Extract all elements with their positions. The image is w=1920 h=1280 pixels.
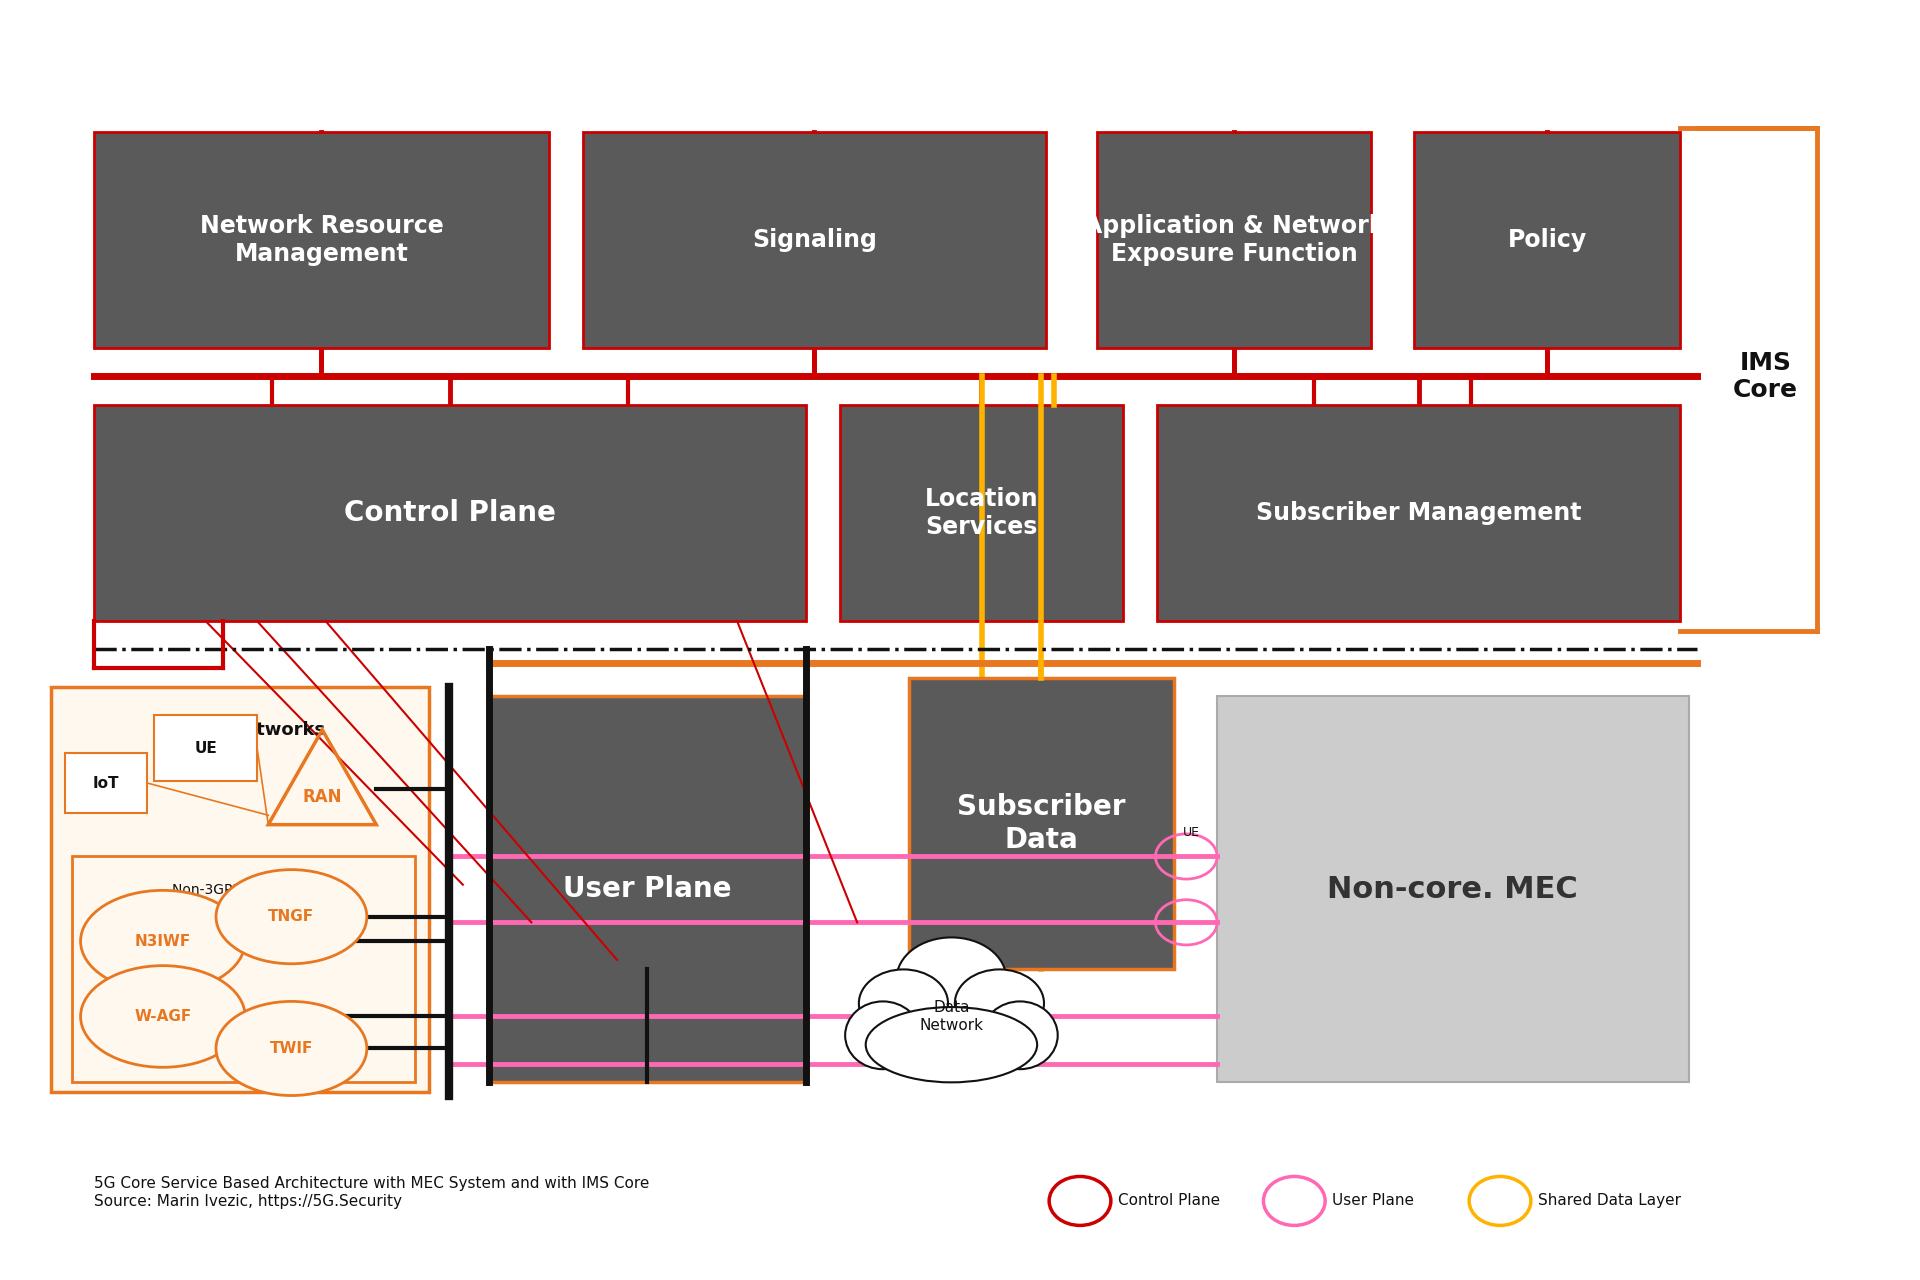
Bar xyxy=(584,132,1046,348)
Ellipse shape xyxy=(954,969,1044,1037)
Text: 5G Core Service Based Architecture with MEC System and with IMS Core
Source: Mar: 5G Core Service Based Architecture with … xyxy=(94,1176,649,1208)
Text: Control Plane: Control Plane xyxy=(344,499,557,527)
Text: N3IWF: N3IWF xyxy=(134,933,190,948)
Text: TNGF: TNGF xyxy=(269,909,315,924)
Ellipse shape xyxy=(866,1007,1037,1083)
Text: Non-core. MEC: Non-core. MEC xyxy=(1327,876,1578,904)
Text: UE: UE xyxy=(1183,826,1200,838)
Ellipse shape xyxy=(81,891,246,992)
Text: Non-3GPP Gateways: Non-3GPP Gateways xyxy=(173,883,315,897)
Ellipse shape xyxy=(845,1001,920,1069)
Ellipse shape xyxy=(897,937,1006,1020)
Text: TWIF: TWIF xyxy=(269,1041,313,1056)
Text: IoT: IoT xyxy=(92,776,119,791)
Text: Location
Services: Location Services xyxy=(925,488,1039,539)
Bar xyxy=(1158,404,1680,621)
Bar xyxy=(908,677,1175,969)
Text: User Plane: User Plane xyxy=(563,876,732,904)
Text: Access Networks: Access Networks xyxy=(154,721,326,739)
Ellipse shape xyxy=(215,1001,367,1096)
Text: Policy: Policy xyxy=(1507,228,1586,252)
Text: Signaling: Signaling xyxy=(753,228,877,252)
Text: Data
Network: Data Network xyxy=(920,1000,983,1033)
Text: Subscriber Management: Subscriber Management xyxy=(1256,500,1582,525)
Bar xyxy=(1096,132,1371,348)
Ellipse shape xyxy=(215,869,367,964)
Text: Shared Data Layer: Shared Data Layer xyxy=(1538,1193,1680,1208)
Bar xyxy=(65,753,148,813)
Ellipse shape xyxy=(81,965,246,1068)
Bar xyxy=(73,856,415,1083)
Bar xyxy=(154,716,257,781)
Text: User Plane: User Plane xyxy=(1332,1193,1413,1208)
Text: Subscriber
Data: Subscriber Data xyxy=(958,794,1125,854)
Bar xyxy=(52,687,428,1092)
Bar xyxy=(488,696,806,1083)
Text: Control Plane: Control Plane xyxy=(1117,1193,1219,1208)
Text: IMS
Core: IMS Core xyxy=(1734,351,1799,402)
Bar xyxy=(1415,132,1680,348)
Bar xyxy=(841,404,1123,621)
Text: UE: UE xyxy=(194,741,217,755)
Text: Application & Network
Exposure Function: Application & Network Exposure Function xyxy=(1085,214,1384,266)
Bar xyxy=(1217,696,1688,1083)
Text: W-AGF: W-AGF xyxy=(134,1009,192,1024)
Ellipse shape xyxy=(983,1001,1058,1069)
Text: RAN: RAN xyxy=(303,788,342,806)
Bar xyxy=(94,404,806,621)
Bar xyxy=(94,132,549,348)
Ellipse shape xyxy=(858,969,948,1037)
Text: Network Resource
Management: Network Resource Management xyxy=(200,214,444,266)
